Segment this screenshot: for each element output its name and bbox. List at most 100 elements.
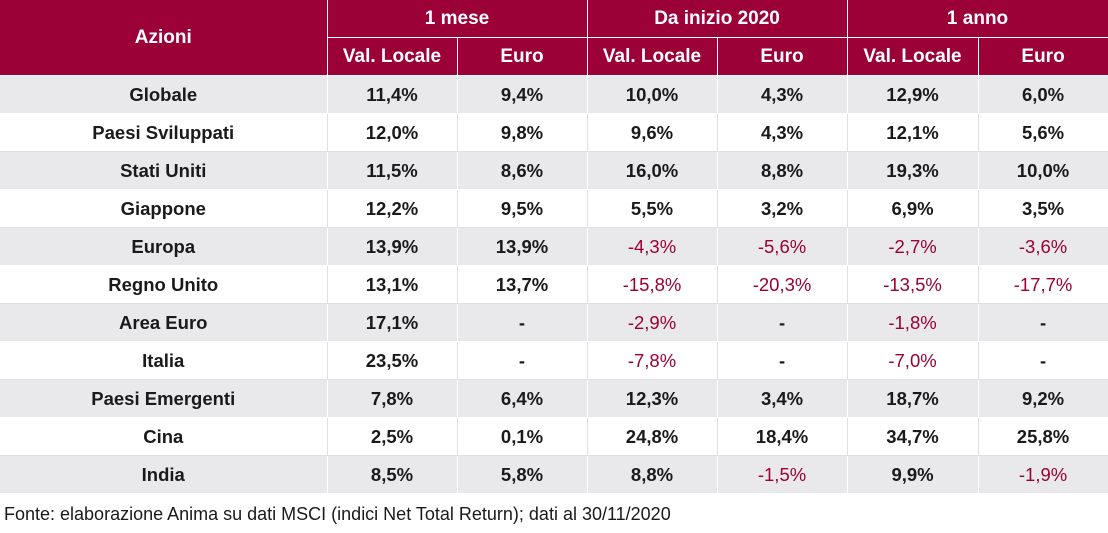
table-cell: - (978, 341, 1108, 380)
table-cell: -5,6% (717, 227, 848, 266)
table-cell: 3,5% (978, 189, 1108, 228)
table-cell: 8,6% (457, 151, 588, 190)
table-cell: - (717, 303, 848, 342)
subheader-val-locale: Val. Locale (847, 37, 979, 76)
table-cell: 7,8% (327, 379, 458, 418)
subheader-euro: Euro (717, 37, 848, 76)
table-cell: - (457, 303, 588, 342)
table-cell: 12,2% (327, 189, 458, 228)
table-cell: 9,9% (847, 455, 979, 494)
table-row: Area Euro 17,1% - -2,9% - -1,8% - (0, 303, 1108, 342)
table-cell: 5,8% (457, 455, 588, 494)
source-note: Fonte: elaborazione Anima su dati MSCI (… (4, 504, 671, 524)
table-cell: 12,0% (327, 113, 458, 152)
row-label: Area Euro (0, 303, 328, 342)
row-label: Globale (0, 75, 328, 114)
table-row: Regno Unito 13,1% 13,7% -15,8% -20,3% -13,5% -… (0, 265, 1108, 304)
table-cell: -1,8% (847, 303, 979, 342)
table-cell: 10,0% (587, 75, 718, 114)
table-row: Cina 2,5% 0,1% 24,8% 18,4% 34,7% 25,8% (0, 417, 1108, 456)
table-row: Giappone 12,2% 9,5% 5,5% 3,2% 6,9% 3,5% (0, 189, 1108, 228)
table-cell: -1,5% (717, 455, 848, 494)
table-cell: -7,8% (587, 341, 718, 380)
header-group-1-mese: 1 mese (327, 0, 588, 38)
table-cell: 12,3% (587, 379, 718, 418)
table-row: Paesi Sviluppati 12,0% 9,8% 9,6% 4,3% 12,1% 5,… (0, 113, 1108, 152)
table-cell: 19,3% (847, 151, 979, 190)
table-cell: 8,8% (587, 455, 718, 494)
table-cell: -7,0% (847, 341, 979, 380)
table-row: Stati Uniti 11,5% 8,6% 16,0% 8,8% 19,3% 10,0% (0, 151, 1108, 190)
table-cell: 17,1% (327, 303, 458, 342)
table-cell: 11,5% (327, 151, 458, 190)
table-cell: 9,6% (587, 113, 718, 152)
table-row: Europa 13,9% 13,9% -4,3% -5,6% -2,7% -3,6% (0, 227, 1108, 266)
table-cell: 24,8% (587, 417, 718, 456)
table-cell: 18,4% (717, 417, 848, 456)
row-label: Paesi Emergenti (0, 379, 328, 418)
table-cell: 25,8% (978, 417, 1108, 456)
table-row: Globale 11,4% 9,4% 10,0% 4,3% 12,9% 6,0% (0, 75, 1108, 114)
table-cell: -3,6% (978, 227, 1108, 266)
row-label: Italia (0, 341, 328, 380)
table-cell: 13,9% (457, 227, 588, 266)
table-cell: 12,9% (847, 75, 979, 114)
table-cell: 18,7% (847, 379, 979, 418)
row-label: Giappone (0, 189, 328, 228)
table-cell: 9,4% (457, 75, 588, 114)
table-row: Italia 23,5% - -7,8% - -7,0% - (0, 341, 1108, 380)
table-cell: 11,4% (327, 75, 458, 114)
table-cell: 3,4% (717, 379, 848, 418)
table-cell: 5,5% (587, 189, 718, 228)
table-body: Globale 11,4% 9,4% 10,0% 4,3% 12,9% 6,0% Paesi … (0, 75, 1108, 494)
table-cell: - (717, 341, 848, 380)
table-cell: 4,3% (717, 113, 848, 152)
table-cell: -20,3% (717, 265, 848, 304)
table-cell: -2,9% (587, 303, 718, 342)
subheader-euro: Euro (978, 37, 1108, 76)
table-cell: 34,7% (847, 417, 979, 456)
table-row: Paesi Emergenti 7,8% 6,4% 12,3% 3,4% 18,7% 9,2… (0, 379, 1108, 418)
row-label: Cina (0, 417, 328, 456)
table-cell: 6,0% (978, 75, 1108, 114)
table-cell: 5,6% (978, 113, 1108, 152)
table-cell: 3,2% (717, 189, 848, 228)
table-cell: 16,0% (587, 151, 718, 190)
row-label: Stati Uniti (0, 151, 328, 190)
table-cell: 0,1% (457, 417, 588, 456)
table-cell: - (978, 303, 1108, 342)
header-azioni: Azioni (0, 0, 328, 76)
table-cell: -4,3% (587, 227, 718, 266)
table-cell: -17,7% (978, 265, 1108, 304)
table-cell: 8,5% (327, 455, 458, 494)
subheader-euro: Euro (457, 37, 588, 76)
table-cell: 4,3% (717, 75, 848, 114)
table-row: India 8,5% 5,8% 8,8% -1,5% 9,9% -1,9% (0, 455, 1108, 494)
row-label: India (0, 455, 328, 494)
table-cell: 13,1% (327, 265, 458, 304)
table-cell: 13,9% (327, 227, 458, 266)
table-cell: 12,1% (847, 113, 979, 152)
header-group-1-anno: 1 anno (847, 0, 1108, 38)
row-label: Europa (0, 227, 328, 266)
table-cell: 9,8% (457, 113, 588, 152)
table-cell: -1,9% (978, 455, 1108, 494)
table-cell: 10,0% (978, 151, 1108, 190)
table-cell: -13,5% (847, 265, 979, 304)
table-cell: 13,7% (457, 265, 588, 304)
header-group-da-inizio-2020: Da inizio 2020 (587, 0, 848, 38)
subheader-val-locale: Val. Locale (587, 37, 718, 76)
table-cell: 2,5% (327, 417, 458, 456)
table-cell: 8,8% (717, 151, 848, 190)
table-cell: 9,5% (457, 189, 588, 228)
table-cell: 23,5% (327, 341, 458, 380)
table-cell: 6,9% (847, 189, 979, 228)
returns-table: Azioni 1 mese Da inizio 2020 1 anno Val.… (0, 0, 1108, 494)
table-cell: 6,4% (457, 379, 588, 418)
table-cell: -15,8% (587, 265, 718, 304)
row-label: Regno Unito (0, 265, 328, 304)
table-cell: -2,7% (847, 227, 979, 266)
subheader-val-locale: Val. Locale (327, 37, 458, 76)
row-label: Paesi Sviluppati (0, 113, 328, 152)
table-cell: 9,2% (978, 379, 1108, 418)
